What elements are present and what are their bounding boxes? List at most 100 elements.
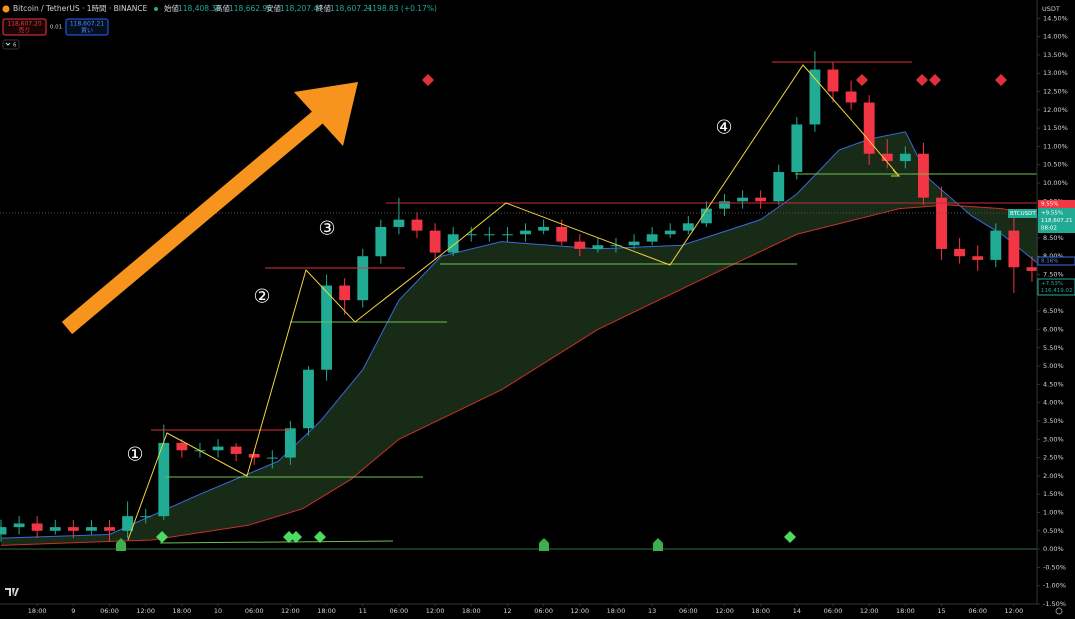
y-tick-label: 4.50% bbox=[1043, 380, 1064, 388]
candle-body bbox=[284, 428, 296, 458]
y-tick-label: 0.00% bbox=[1043, 545, 1064, 553]
sell-signals bbox=[422, 74, 1007, 86]
x-tick-label: 06:00 bbox=[824, 607, 843, 615]
buy-signals bbox=[116, 531, 796, 551]
sell-label: 売り bbox=[18, 27, 30, 35]
x-tick-label: 18:00 bbox=[462, 607, 481, 615]
candle-body bbox=[393, 219, 405, 227]
x-tick-label: 12:00 bbox=[1005, 607, 1024, 615]
tag bbox=[1038, 200, 1075, 208]
candle-body bbox=[899, 153, 911, 162]
drawings bbox=[0, 61, 1037, 550]
zigzag bbox=[127, 64, 900, 541]
x-tick-label: 18:00 bbox=[28, 607, 47, 615]
candle-body bbox=[411, 219, 423, 231]
x-tick-label: 18:00 bbox=[751, 607, 770, 615]
y-tick-label: 10.00% bbox=[1043, 179, 1068, 187]
currency[interactable]: USDT bbox=[1042, 5, 1060, 13]
y-tick-label: 8.00% bbox=[1043, 252, 1064, 260]
candle-body bbox=[176, 442, 188, 451]
trend-arrow bbox=[61, 82, 358, 335]
y-tick-label: 10.50% bbox=[1043, 161, 1068, 169]
candle-body bbox=[212, 446, 224, 451]
candle-body bbox=[809, 69, 821, 125]
x-tick-label: 9 bbox=[71, 607, 75, 615]
y-tick-label: 12.00% bbox=[1043, 106, 1068, 114]
candle-body bbox=[881, 153, 893, 162]
candle-body bbox=[990, 230, 1002, 260]
tag-text: 116,419.02 bbox=[1041, 288, 1073, 294]
candle-body bbox=[248, 453, 260, 458]
y-tick-label: 3.00% bbox=[1043, 435, 1064, 443]
candle-body bbox=[31, 523, 43, 531]
settings-icon[interactable] bbox=[1055, 607, 1063, 615]
ohlc-value: 118,207.47 bbox=[280, 4, 323, 13]
buy-button[interactable] bbox=[65, 18, 109, 36]
tag-text: +9.55% bbox=[1041, 211, 1063, 217]
candle-body bbox=[321, 285, 332, 370]
wave-label: ④ bbox=[715, 117, 732, 139]
candle-body bbox=[610, 245, 622, 247]
y-tick-label: 6.50% bbox=[1043, 307, 1064, 315]
sell-button[interactable] bbox=[2, 18, 47, 36]
trend-arrow-shaft bbox=[61, 110, 324, 335]
ohlc-label: 終値 bbox=[316, 3, 331, 13]
y-tick-label: 4.00% bbox=[1043, 399, 1064, 407]
candle-body bbox=[429, 230, 441, 253]
candle-body bbox=[303, 369, 314, 429]
indicator-count: 6 bbox=[13, 43, 17, 49]
candle-body bbox=[954, 248, 966, 257]
ohlc-value: 118,607.21 bbox=[330, 4, 373, 13]
header: Bitcoin / TetherUS · 1時間 · BINANCE 始値 11… bbox=[2, 3, 437, 50]
y-tick-label: 2.50% bbox=[1043, 454, 1064, 462]
y-tick-label: 7.50% bbox=[1043, 271, 1064, 279]
symbol-icon bbox=[2, 5, 10, 13]
y-tick-label: 11.50% bbox=[1043, 124, 1068, 132]
x-tick-label: 13 bbox=[648, 607, 656, 615]
chevron bbox=[5, 42, 11, 46]
candle-body bbox=[719, 201, 730, 209]
ohlc-label: 安値 bbox=[266, 3, 281, 13]
x-tick-label: 15 bbox=[937, 607, 945, 615]
indicators-toggle[interactable] bbox=[2, 39, 20, 50]
candle-body bbox=[1026, 267, 1038, 271]
sell-signal bbox=[929, 74, 941, 86]
x-tick-label: 06:00 bbox=[245, 607, 264, 615]
candle-body bbox=[845, 91, 857, 103]
y-tick-label: 11.00% bbox=[1043, 142, 1068, 150]
sell-price: 118,607.20 bbox=[7, 21, 42, 28]
candle-body bbox=[936, 197, 947, 249]
candle-body bbox=[339, 285, 351, 301]
candle-body bbox=[863, 102, 875, 154]
x-tick-label: 12:00 bbox=[136, 607, 155, 615]
support-line bbox=[159, 540, 394, 544]
tag-text: 9.55% bbox=[1041, 202, 1058, 208]
tag-text: 08:02 bbox=[1041, 226, 1057, 232]
y-tick-label: 3.50% bbox=[1043, 417, 1064, 425]
candle-body bbox=[520, 230, 531, 235]
x-tick-label: 18:00 bbox=[173, 607, 192, 615]
candle-body bbox=[140, 516, 152, 518]
buy-signal bbox=[290, 531, 302, 543]
buy-arrow bbox=[539, 538, 549, 551]
x-tick-label: 06:00 bbox=[100, 607, 119, 615]
symbol: Bitcoin / TetherUS · 1時間 · BINANCE bbox=[13, 4, 148, 13]
tag-text: 118,607.21 bbox=[1041, 218, 1073, 224]
candle-body bbox=[918, 153, 929, 198]
sell-signal bbox=[422, 74, 434, 86]
tag-text: 8.16% bbox=[1041, 259, 1058, 265]
y-tick-label: 14.50% bbox=[1043, 14, 1068, 22]
y-tick-label: 0.50% bbox=[1043, 527, 1064, 535]
y-tick-label: -1.50% bbox=[1043, 600, 1066, 608]
market-status bbox=[154, 7, 158, 11]
candle-body bbox=[49, 527, 61, 531]
x-tick-label: 11 bbox=[359, 607, 367, 615]
y-tick-label: -0.50% bbox=[1043, 563, 1066, 571]
candle-body bbox=[827, 69, 839, 92]
tag-text: +7.53% bbox=[1041, 281, 1063, 287]
sell-signal bbox=[995, 74, 1007, 86]
x-tick-label: 06:00 bbox=[968, 607, 987, 615]
candle-body bbox=[375, 226, 387, 257]
buy-signal bbox=[283, 531, 295, 543]
